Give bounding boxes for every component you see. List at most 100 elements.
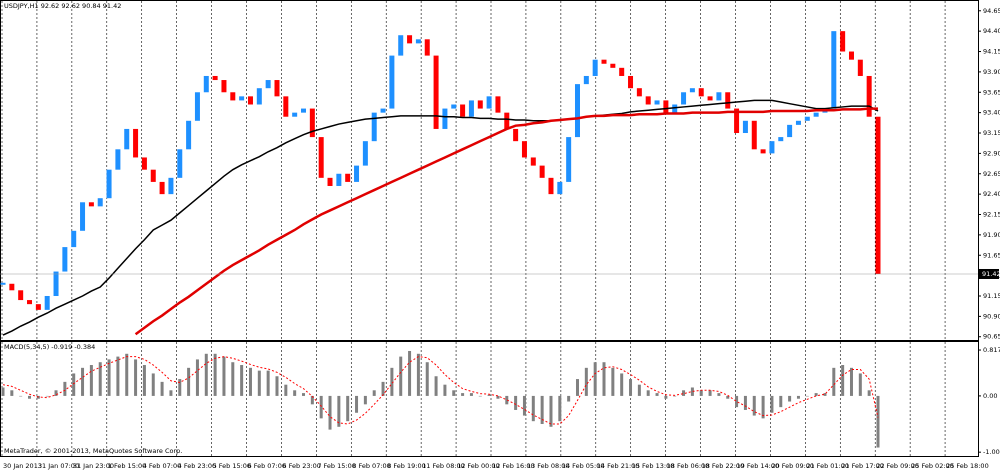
candle — [813, 112, 819, 117]
macd-bar — [779, 395, 783, 408]
macd-bar — [178, 379, 182, 396]
candle — [804, 116, 810, 121]
x-tick-label: 4 Feb 23:00 — [178, 462, 217, 470]
macd-bar — [1, 387, 5, 396]
macd-bar — [275, 376, 279, 396]
macd-bar — [584, 367, 588, 396]
x-tick-label: 7 Feb 15:00 — [317, 462, 356, 470]
x-tick-label: 14 Feb 21:00 — [597, 462, 640, 470]
candle — [44, 295, 50, 310]
candle — [194, 92, 200, 121]
y-tick-label: 90.90 — [983, 312, 1000, 320]
candle — [848, 51, 854, 60]
y-tick-label: 0.00 — [983, 392, 997, 400]
candle — [177, 149, 183, 178]
candle — [769, 141, 775, 154]
y-tick-label: 93.15 — [983, 129, 1000, 137]
macd-bar — [770, 395, 774, 413]
macd-bar — [690, 387, 694, 396]
macd-bar — [549, 395, 553, 427]
macd-bar — [54, 390, 58, 396]
candle — [707, 96, 713, 101]
macd-bar — [461, 393, 465, 396]
macd-pane — [0, 341, 979, 457]
y-tick-label: -1.002 — [983, 448, 1000, 456]
macd-bar — [858, 373, 862, 396]
macd-bar — [823, 393, 827, 396]
x-tick-label: 14 Feb 05:00 — [562, 462, 605, 470]
candle — [168, 177, 174, 195]
candle — [628, 75, 634, 89]
candle — [88, 202, 94, 207]
macd-bar — [355, 395, 359, 413]
x-tick-label: 13 Feb 08:00 — [527, 462, 570, 470]
macd-bar — [611, 367, 615, 396]
candle — [62, 247, 68, 272]
candle — [0, 282, 6, 285]
x-tick-label: 18 Feb 22:00 — [702, 462, 745, 470]
macd-bar — [487, 394, 491, 396]
y-tick-label: 0.817 — [983, 346, 1000, 354]
x-tick-label: 31 Jan 07:00 — [38, 462, 79, 470]
candle — [318, 137, 324, 178]
candle — [689, 88, 695, 93]
candle — [583, 75, 589, 85]
macd-bar — [602, 362, 606, 396]
macd-bar — [796, 395, 800, 399]
macd-bar — [116, 356, 120, 396]
macd-bar — [637, 384, 641, 396]
candle — [221, 80, 227, 93]
macd-bar — [399, 356, 403, 396]
candle — [398, 35, 404, 56]
price-pane — [0, 0, 979, 341]
y-tick-label: 92.40 — [983, 190, 1000, 198]
candle — [106, 169, 112, 199]
macd-bar — [72, 373, 76, 396]
candle — [636, 88, 642, 97]
macd-bar — [187, 367, 191, 396]
x-tick-label: 5 Feb 15:00 — [213, 462, 252, 470]
candle — [327, 177, 333, 186]
candle — [230, 92, 236, 101]
y-tick-label: 93.90 — [983, 68, 1000, 76]
macd-bar — [726, 395, 730, 399]
candle — [336, 173, 342, 186]
candle — [557, 181, 563, 195]
candle — [433, 55, 439, 129]
candle — [292, 112, 298, 117]
macd-bar — [620, 373, 624, 396]
candle — [698, 88, 704, 97]
macd-bar — [293, 390, 297, 396]
macd-title: MACD(5,34,5) -0.919 -0.384 — [4, 343, 95, 351]
y-tick-label: 91.65 — [983, 251, 1000, 259]
candle — [681, 92, 687, 105]
candle — [247, 96, 253, 105]
macd-bar — [390, 367, 394, 396]
candle — [203, 75, 209, 93]
macd-bar — [231, 362, 235, 396]
macd-bar — [372, 390, 376, 396]
candle — [407, 35, 413, 44]
moving-average — [2, 99, 879, 336]
macd-bar — [531, 395, 535, 422]
macd-bar — [505, 395, 509, 405]
candle — [53, 271, 59, 296]
candle — [610, 63, 616, 68]
candle — [495, 96, 501, 113]
macd-bar — [434, 376, 438, 396]
candle — [9, 283, 15, 291]
candle — [539, 165, 545, 178]
candle — [477, 100, 483, 109]
macd-bar — [673, 395, 677, 397]
macd-bar — [416, 353, 420, 396]
macd-bar — [452, 390, 456, 396]
macd-bar — [63, 381, 67, 396]
candle — [133, 128, 139, 158]
macd-bar — [45, 395, 49, 397]
candle — [301, 108, 307, 113]
y-tick-label: 91.90 — [983, 231, 1000, 239]
y-tick-label: 92.15 — [983, 211, 1000, 219]
signal-line — [2, 356, 879, 425]
y-tick-label: 93.40 — [983, 109, 1000, 117]
